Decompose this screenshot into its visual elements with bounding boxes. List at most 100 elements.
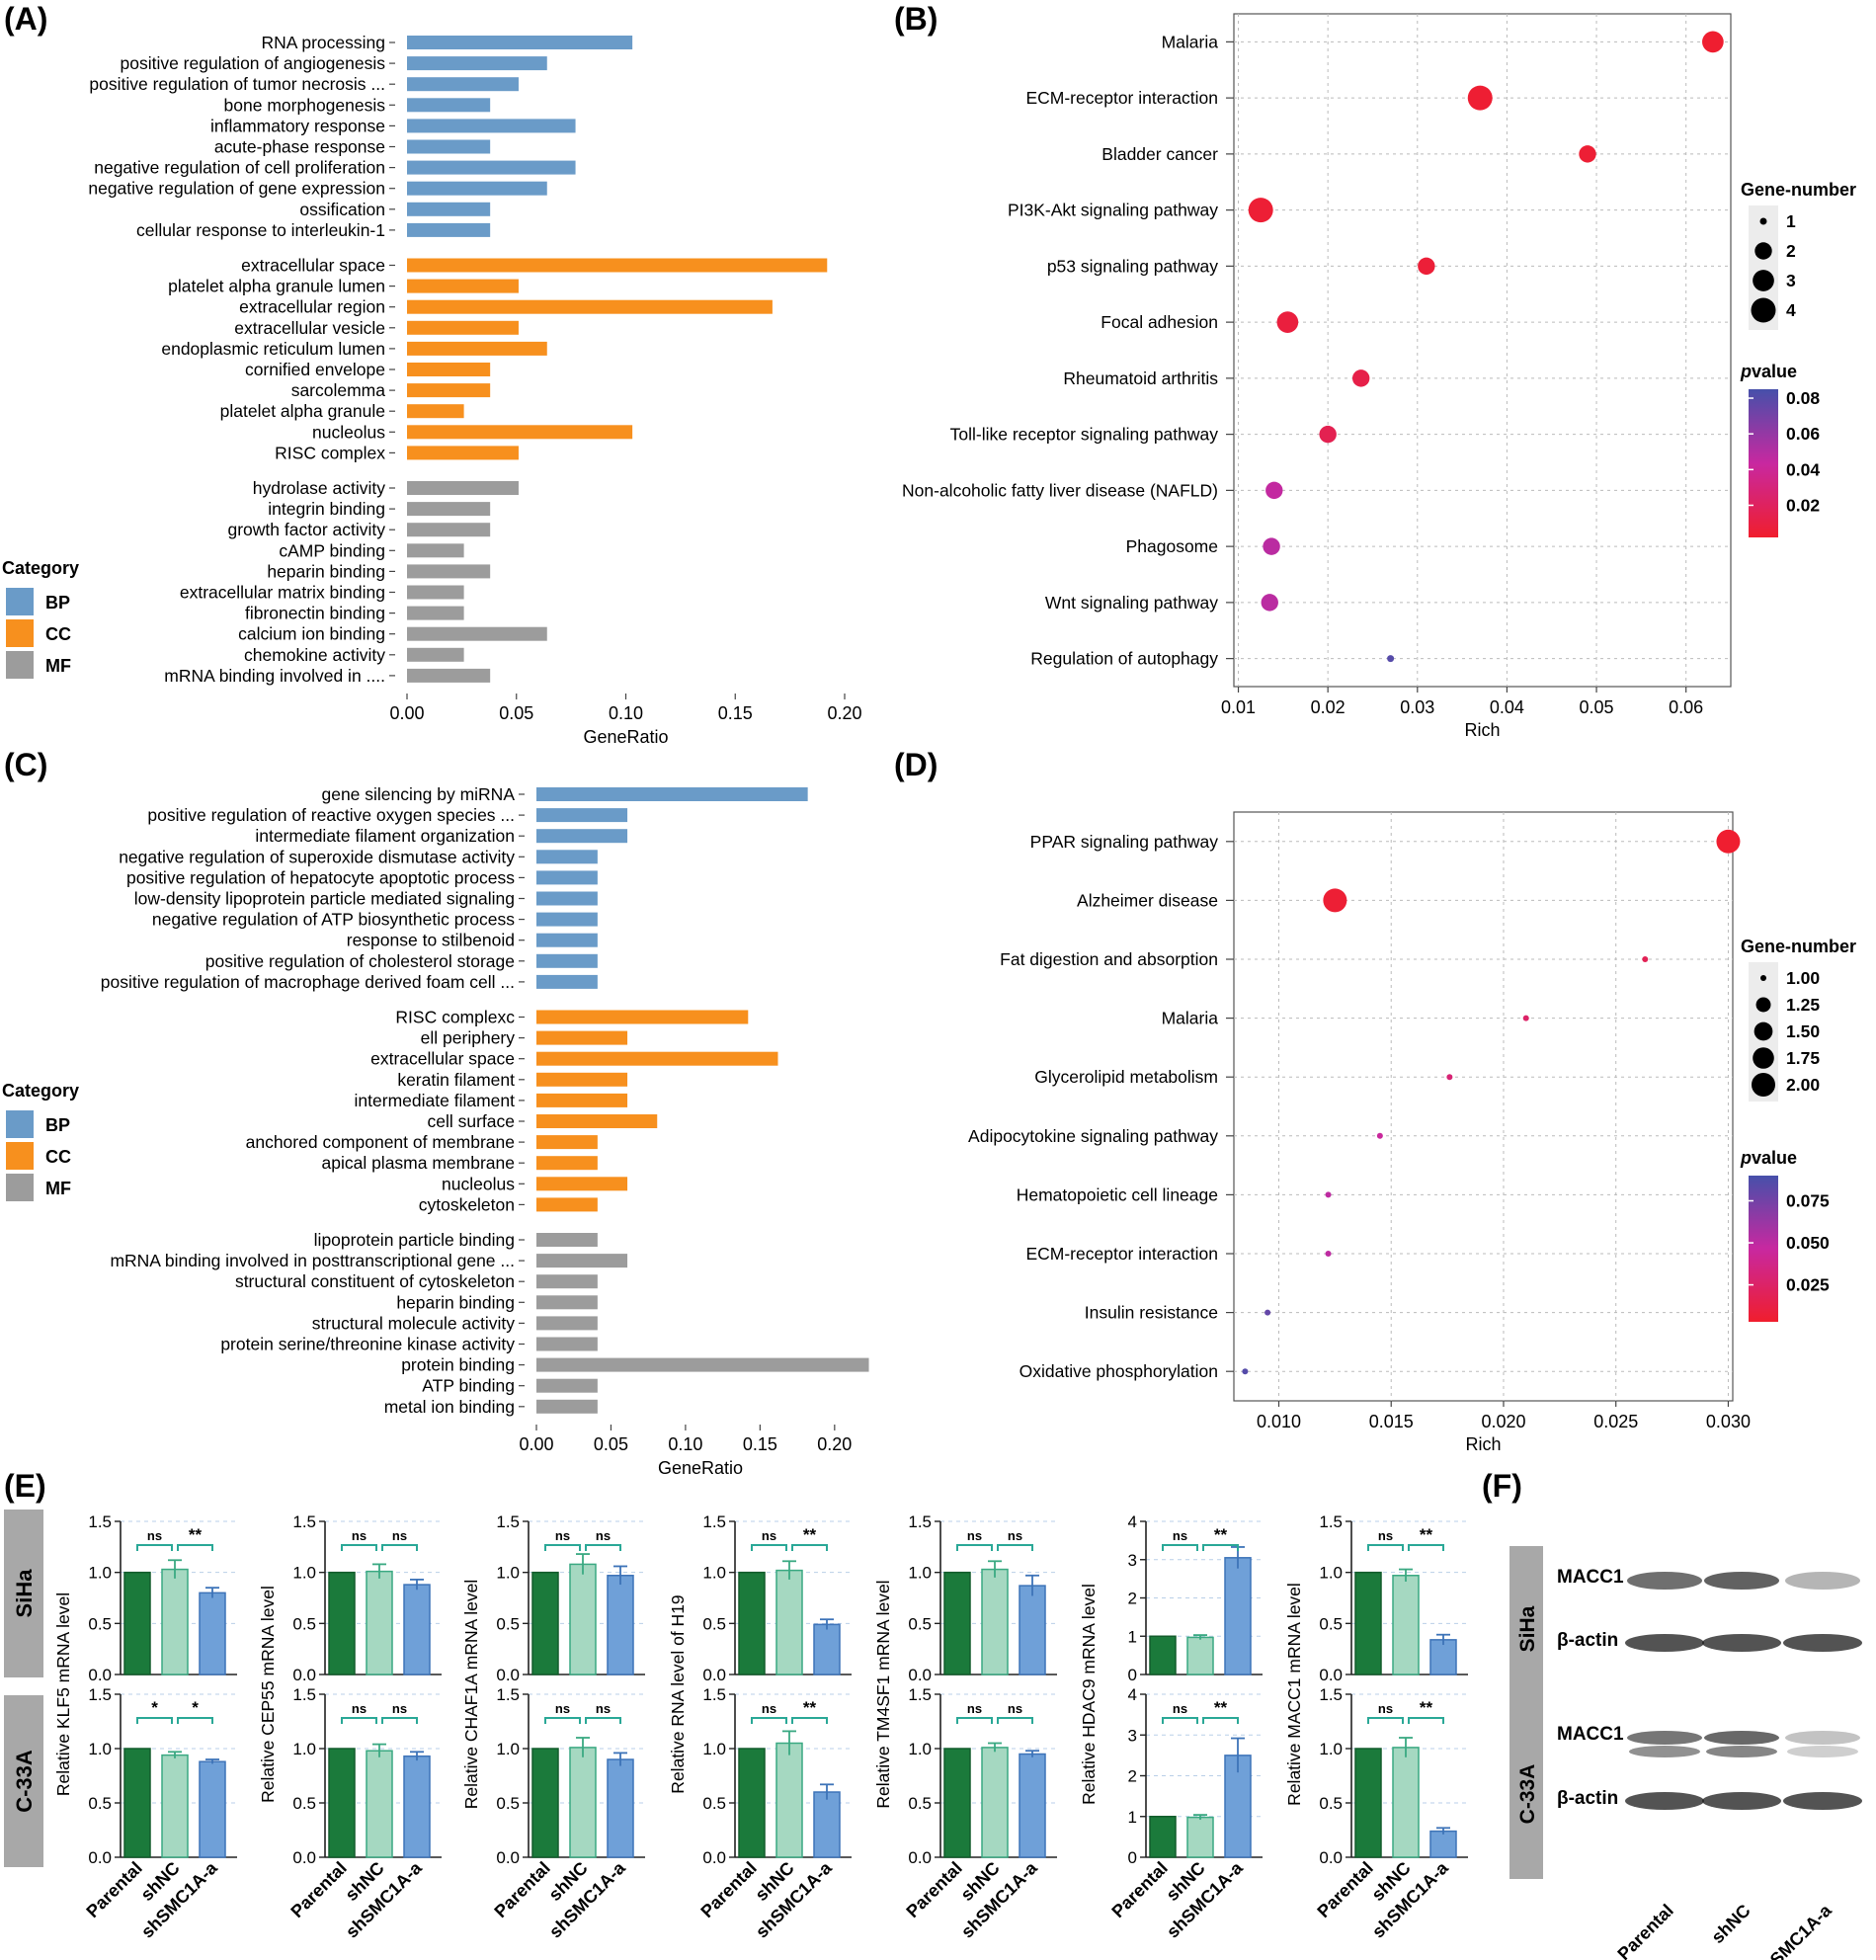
term-label: ell periphery xyxy=(421,1028,516,1048)
pathway-label: Malaria xyxy=(1162,1009,1219,1028)
lane-label: Parental xyxy=(1613,1901,1676,1960)
pathway-label: ECM-receptor interaction xyxy=(1025,88,1218,108)
y-tick-label: 0 xyxy=(1128,1666,1137,1684)
significance-mark: ns xyxy=(352,1701,367,1716)
y-tick-label: 1.0 xyxy=(292,1740,316,1758)
bar-bp xyxy=(536,787,808,801)
term-label: positive regulation of macrophage derive… xyxy=(101,972,515,992)
bar-bp xyxy=(407,139,491,154)
x-tick-label: 0.06 xyxy=(1669,697,1703,717)
y-tick-label: 1.0 xyxy=(292,1564,316,1583)
term-label: integrin binding xyxy=(268,499,385,519)
significance-bracket xyxy=(381,1717,418,1724)
term-label: keratin filament xyxy=(397,1070,515,1090)
legend-label: BP xyxy=(45,593,70,612)
significance-bracket xyxy=(1367,1717,1404,1724)
macc1-band-lower xyxy=(1629,1746,1700,1757)
y-tick-label: 0 xyxy=(1128,1848,1137,1867)
term-label: RISC complexc xyxy=(395,1008,515,1027)
bar-shsmc1a-a xyxy=(813,1623,841,1675)
pvalue-legend-title-p: p xyxy=(1740,362,1752,381)
bar-bp xyxy=(536,850,598,864)
term-label: extracellular space xyxy=(241,256,385,276)
bar-cc xyxy=(407,446,519,460)
y-axis-title: Relative KLF5 mRNA level xyxy=(53,1592,73,1796)
significance-bracket xyxy=(1408,1717,1444,1724)
y-tick-label: 1.5 xyxy=(908,1512,932,1531)
term-label: ATP binding xyxy=(422,1376,515,1396)
bubble-point xyxy=(1242,1368,1249,1375)
pvalue-legend-title-rest: value xyxy=(1752,362,1797,381)
term-label: ossification xyxy=(299,200,385,219)
bubble-point xyxy=(1579,145,1596,163)
significance-mark: ns xyxy=(1173,1528,1187,1543)
bar-shsmc1a-a xyxy=(403,1755,431,1858)
term-label: hydrolase activity xyxy=(253,478,385,498)
bar-bp xyxy=(407,222,491,237)
bar-cc xyxy=(536,1114,658,1128)
pathway-label: Insulin resistance xyxy=(1085,1303,1218,1323)
panel-d-kegg-bubble-chart: PPAR signaling pathway Alzheimer disease F… xyxy=(968,811,1856,1454)
bar-parental xyxy=(123,1571,151,1675)
y-tick-label: 1.0 xyxy=(1319,1564,1343,1583)
bar-bp xyxy=(536,912,598,927)
y-axis-title: Relative CEP55 mRNA level xyxy=(258,1586,278,1803)
bar-parental xyxy=(531,1571,559,1675)
legend-label: CC xyxy=(45,624,71,644)
term-label: inflammatory response xyxy=(210,116,385,135)
x-tick-label: 0.04 xyxy=(1490,697,1524,717)
blot-cell-line-box xyxy=(1509,1709,1543,1879)
size-legend-label: 1.75 xyxy=(1786,1048,1820,1068)
significance-mark: ** xyxy=(189,1525,203,1544)
significance-mark: ns xyxy=(967,1701,982,1716)
bar-bp xyxy=(536,808,628,823)
pathway-label: Non-alcoholic fatty liver disease (NAFLD… xyxy=(902,480,1218,500)
x-tick-label: 0.03 xyxy=(1400,697,1434,717)
bar-bp xyxy=(407,56,547,71)
y-tick-label: 1.0 xyxy=(496,1740,520,1758)
size-legend-dot xyxy=(1755,997,1771,1013)
term-label: low-density lipoprotein particle mediate… xyxy=(134,889,515,909)
pvalue-legend-title-p: p xyxy=(1740,1148,1752,1168)
significance-bracket xyxy=(1367,1544,1404,1551)
bubble-point xyxy=(1642,956,1649,962)
term-label: apical plasma membrane xyxy=(321,1153,515,1173)
y-tick-label: 1.5 xyxy=(88,1512,112,1531)
y-tick-label: 1 xyxy=(1128,1627,1137,1646)
pathway-label: ECM-receptor interaction xyxy=(1025,1244,1218,1264)
macc1-band xyxy=(1785,1572,1860,1590)
bar-bp xyxy=(407,98,491,113)
cell-line-label: SiHa xyxy=(12,1569,37,1618)
y-tick-label: 3 xyxy=(1128,1726,1137,1745)
bar-bp xyxy=(407,36,633,49)
bar-cc xyxy=(536,1010,749,1024)
term-label: extracellular matrix binding xyxy=(180,583,385,603)
panel-label-a: (A) xyxy=(4,1,47,37)
y-tick-label: 0.0 xyxy=(1319,1666,1343,1684)
significance-mark: ns xyxy=(762,1528,776,1543)
bar-parental xyxy=(123,1748,151,1858)
bar-cc xyxy=(536,1156,598,1171)
bar-cc xyxy=(536,1051,778,1066)
y-tick-label: 0.5 xyxy=(702,1794,726,1813)
panel-b-kegg-bubble-chart: Malaria ECM-receptor interaction Bladder c… xyxy=(902,13,1856,740)
size-legend-dot xyxy=(1753,270,1774,291)
term-label: response to stilbenoid xyxy=(347,931,515,950)
x-tick-label: 0.025 xyxy=(1593,1412,1638,1431)
bubble-point xyxy=(1446,1074,1453,1081)
pathway-label: Bladder cancer xyxy=(1101,144,1218,164)
legend-swatch-mf xyxy=(6,651,34,679)
term-label: protein binding xyxy=(401,1355,515,1375)
term-label: acute-phase response xyxy=(214,137,385,157)
y-tick-label: 1.0 xyxy=(88,1740,112,1758)
pvalue-legend-title-rest: value xyxy=(1752,1148,1797,1168)
panel-label-f: (F) xyxy=(1482,1468,1522,1504)
significance-mark: ns xyxy=(555,1701,570,1716)
bar-mf xyxy=(407,564,491,579)
x-tick-label: 0.00 xyxy=(389,703,424,723)
term-label: endoplasmic reticulum lumen xyxy=(161,339,385,359)
term-label: cornified envelope xyxy=(245,360,385,379)
bar-parental xyxy=(738,1571,766,1675)
y-tick-label: 4 xyxy=(1128,1512,1137,1531)
y-tick-label: 1.5 xyxy=(908,1685,932,1704)
